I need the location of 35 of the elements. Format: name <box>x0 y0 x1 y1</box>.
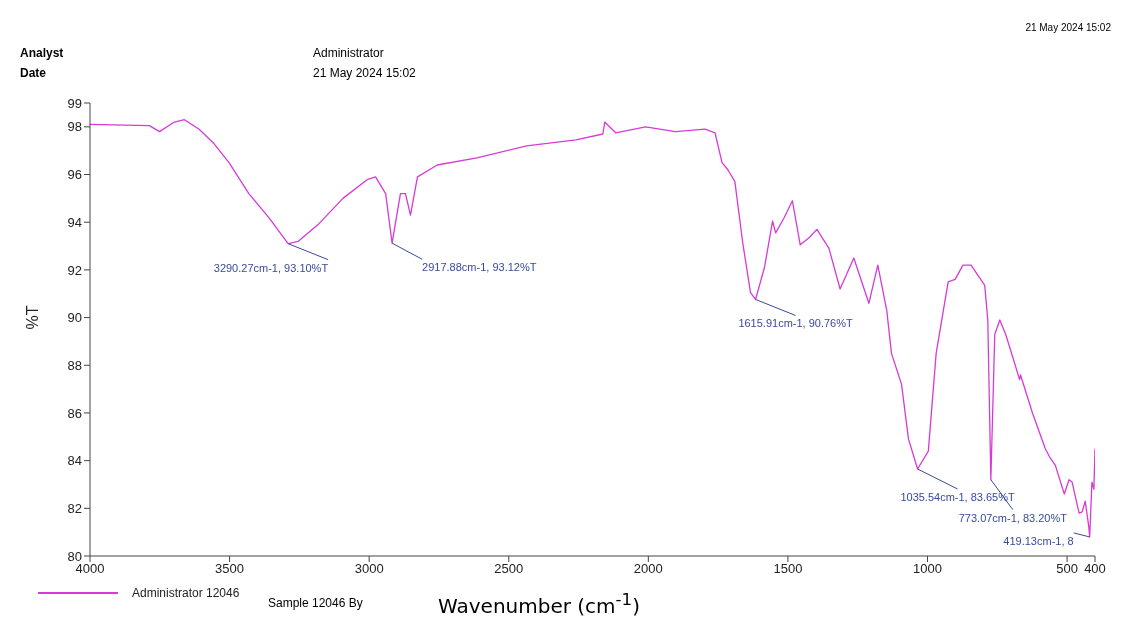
text: Date <box>20 66 47 80</box>
y-tick-label: 94 <box>67 214 82 230</box>
text: Administrator 12046 <box>132 586 240 600</box>
annotation: 1615.91cm-1, 90.76%T <box>738 317 853 330</box>
annotation: 2917.88cm-1, 93.12%T <box>422 261 537 274</box>
text: 21 May 2024 15:02 <box>1025 22 1111 33</box>
x-tick-label: 2000 <box>633 561 663 577</box>
text: Analyst <box>20 46 64 60</box>
y-tick-label: 80 <box>67 548 82 564</box>
text: Sample 12046 By <box>268 596 363 610</box>
y-tick-label: 92 <box>67 262 82 278</box>
y-tick-label: 82 <box>67 500 82 516</box>
y-axis-title: %T <box>23 305 41 330</box>
y-tick-label: 84 <box>67 453 82 469</box>
y-tick-label: 98 <box>67 119 82 135</box>
text: Administrator <box>313 46 384 60</box>
annotation: 773.07cm-1, 83.20%T <box>958 511 1068 524</box>
x-tick-label: 400 <box>1084 561 1106 577</box>
y-tick-label: 86 <box>67 405 82 421</box>
x-axis-title: Wavenumber (cm$^{-1}$) <box>438 590 641 618</box>
x-tick-label: 2500 <box>494 561 524 577</box>
x-tick-label: 4000 <box>75 561 105 577</box>
x-tick-label: 1500 <box>773 561 803 577</box>
text: 21 May 2024 15:02 <box>313 66 416 80</box>
line-series <box>90 119 1095 538</box>
y-tick-label: 88 <box>67 357 82 373</box>
annotation: 419.13cm-1, 8 <box>1003 534 1074 547</box>
annotation: 3290.27cm-1, 93.10%T <box>213 261 329 274</box>
y-tick-label: 99 <box>67 95 82 111</box>
x-tick-label: 1000 <box>913 561 942 577</box>
x-tick-label: 3000 <box>354 561 384 577</box>
y-tick-label: 96 <box>67 167 82 183</box>
y-tick-label: 90 <box>67 310 82 326</box>
x-tick-label: 3500 <box>215 561 245 577</box>
x-tick-label: 500 <box>1056 561 1078 577</box>
